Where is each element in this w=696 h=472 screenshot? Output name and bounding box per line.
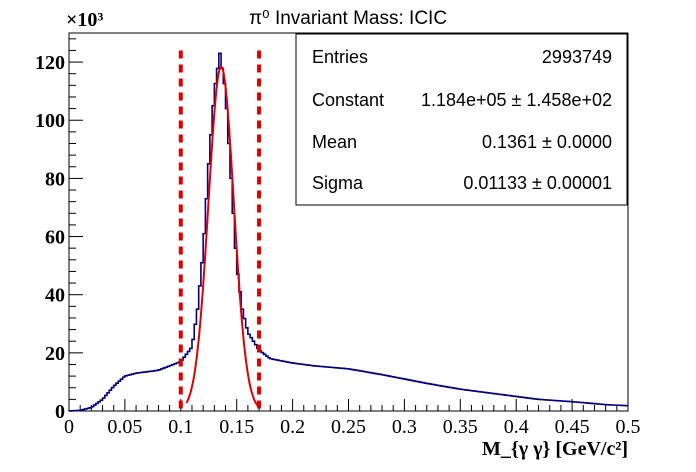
- x-tick-label: 0.25: [331, 416, 366, 438]
- x-tick-label: 0.05: [107, 416, 142, 438]
- chart-title: π⁰ Invariant Mass: ICIC: [249, 8, 447, 29]
- y-axis: 0 20 40 60 80 100 120: [35, 38, 83, 423]
- y-tick-label: 0: [55, 401, 65, 423]
- x-tick-label: 0.5: [616, 416, 641, 438]
- x-axis: 0 0.05 0.1 0.15 0.2 0.25 0.3 0.35 0.4 0.45 0.5: [64, 399, 641, 438]
- histogram-series: [68, 52, 628, 412]
- y-tick-label: 20: [45, 343, 65, 365]
- histogram: [68, 52, 628, 412]
- y-tick-label: 80: [45, 168, 65, 190]
- stats-label: Constant: [312, 90, 384, 110]
- y-tick-label: 120: [35, 52, 65, 74]
- stats-label: Entries: [312, 47, 368, 67]
- gaussian-fit: [185, 65, 260, 408]
- stats-value: 1.184e+05 ± 1.458e+02: [421, 90, 612, 110]
- x-tick-label: 0: [64, 416, 74, 438]
- x-tick-label: 0.35: [443, 416, 478, 438]
- stats-value: 0.01133 ± 0.00001: [463, 173, 612, 193]
- x-tick-label: 0.4: [504, 416, 529, 438]
- stats-label: Sigma: [312, 173, 364, 193]
- x-tick-label: 0.45: [555, 416, 590, 438]
- fit-curve: [185, 65, 260, 408]
- y-tick-label: 100: [35, 110, 65, 132]
- stats-box: Entries 2993749 Constant 1.184e+05 ± 1.4…: [295, 33, 628, 206]
- y-axis-multiplier: ×10³: [66, 9, 103, 31]
- x-tick-label: 0.2: [280, 416, 305, 438]
- stats-value: 0.1361 ± 0.0000: [482, 132, 612, 152]
- stats-value: 2993749: [542, 47, 612, 67]
- y-tick-label: 40: [45, 285, 65, 307]
- vertical-markers: [178, 50, 262, 411]
- y-tick-label: 60: [45, 227, 65, 249]
- x-tick-label: 0.1: [168, 416, 193, 438]
- x-tick-label: 0.15: [219, 416, 254, 438]
- x-tick-label: 0.3: [392, 416, 417, 438]
- x-axis-label: M_{γ γ} [GeV/c²]: [482, 438, 628, 460]
- stats-label: Mean: [312, 132, 357, 152]
